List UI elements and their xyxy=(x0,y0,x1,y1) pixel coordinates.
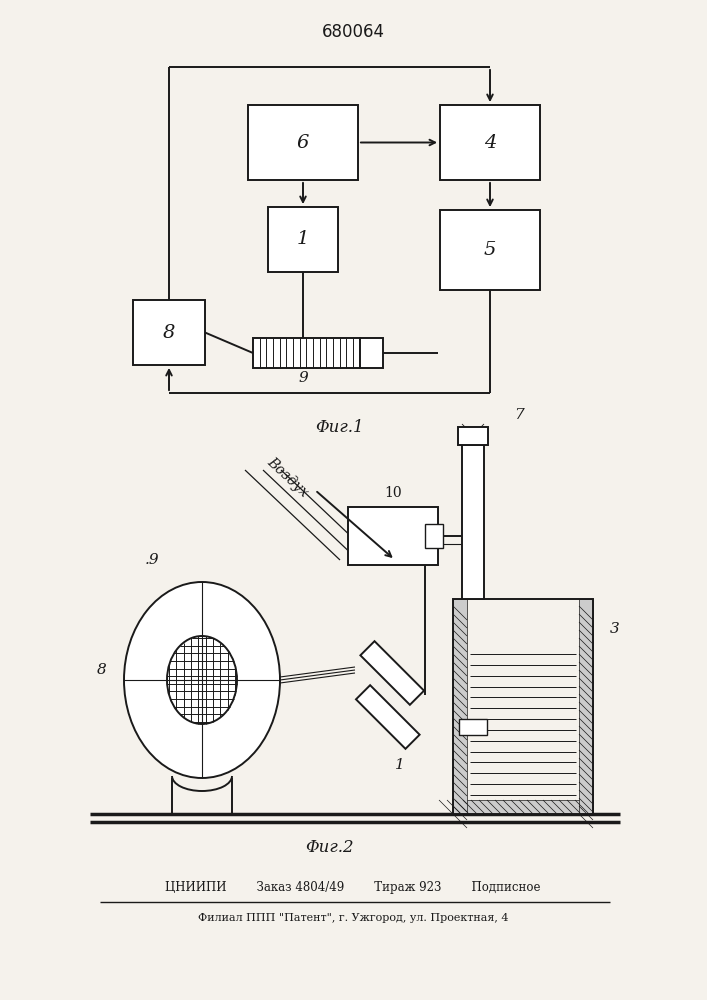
Bar xyxy=(453,800,593,814)
Bar xyxy=(253,338,360,368)
Text: 10: 10 xyxy=(384,486,402,500)
Bar xyxy=(459,719,487,735)
Text: Филиал ППП "Патент", г. Ужгород, ул. Проектная, 4: Филиал ППП "Патент", г. Ужгород, ул. Про… xyxy=(198,913,508,923)
Text: Φиг.2: Φиг.2 xyxy=(305,840,354,856)
Bar xyxy=(425,524,443,548)
Text: 8: 8 xyxy=(97,663,107,677)
Text: 4: 4 xyxy=(484,133,496,151)
Text: 9: 9 xyxy=(298,371,308,385)
Polygon shape xyxy=(361,641,424,705)
Ellipse shape xyxy=(124,582,280,778)
Text: 7: 7 xyxy=(514,408,524,422)
Text: 8: 8 xyxy=(163,324,175,342)
Polygon shape xyxy=(356,685,420,749)
Bar xyxy=(248,105,358,180)
Bar xyxy=(440,105,540,180)
Bar xyxy=(458,427,488,445)
Bar xyxy=(579,599,593,814)
Bar xyxy=(440,210,540,290)
Text: 5: 5 xyxy=(484,241,496,259)
Text: Φиг.1: Φиг.1 xyxy=(316,420,364,436)
Text: .9: .9 xyxy=(145,553,159,567)
Bar xyxy=(348,507,438,565)
Bar xyxy=(360,338,383,368)
Bar xyxy=(453,599,467,814)
Text: ЦНИИПИ        Заказ 4804/49        Тираж 923        Подписное: ЦНИИПИ Заказ 4804/49 Тираж 923 Подписное xyxy=(165,882,541,894)
Bar xyxy=(268,207,338,272)
Bar xyxy=(133,300,205,365)
Bar xyxy=(453,599,593,814)
Bar xyxy=(462,445,484,599)
Text: 3: 3 xyxy=(610,622,620,636)
Text: Воздух: Воздух xyxy=(264,455,311,499)
Text: 680064: 680064 xyxy=(322,23,385,41)
Text: 1: 1 xyxy=(395,758,405,772)
Text: 6: 6 xyxy=(297,133,309,151)
Text: 1: 1 xyxy=(297,231,309,248)
